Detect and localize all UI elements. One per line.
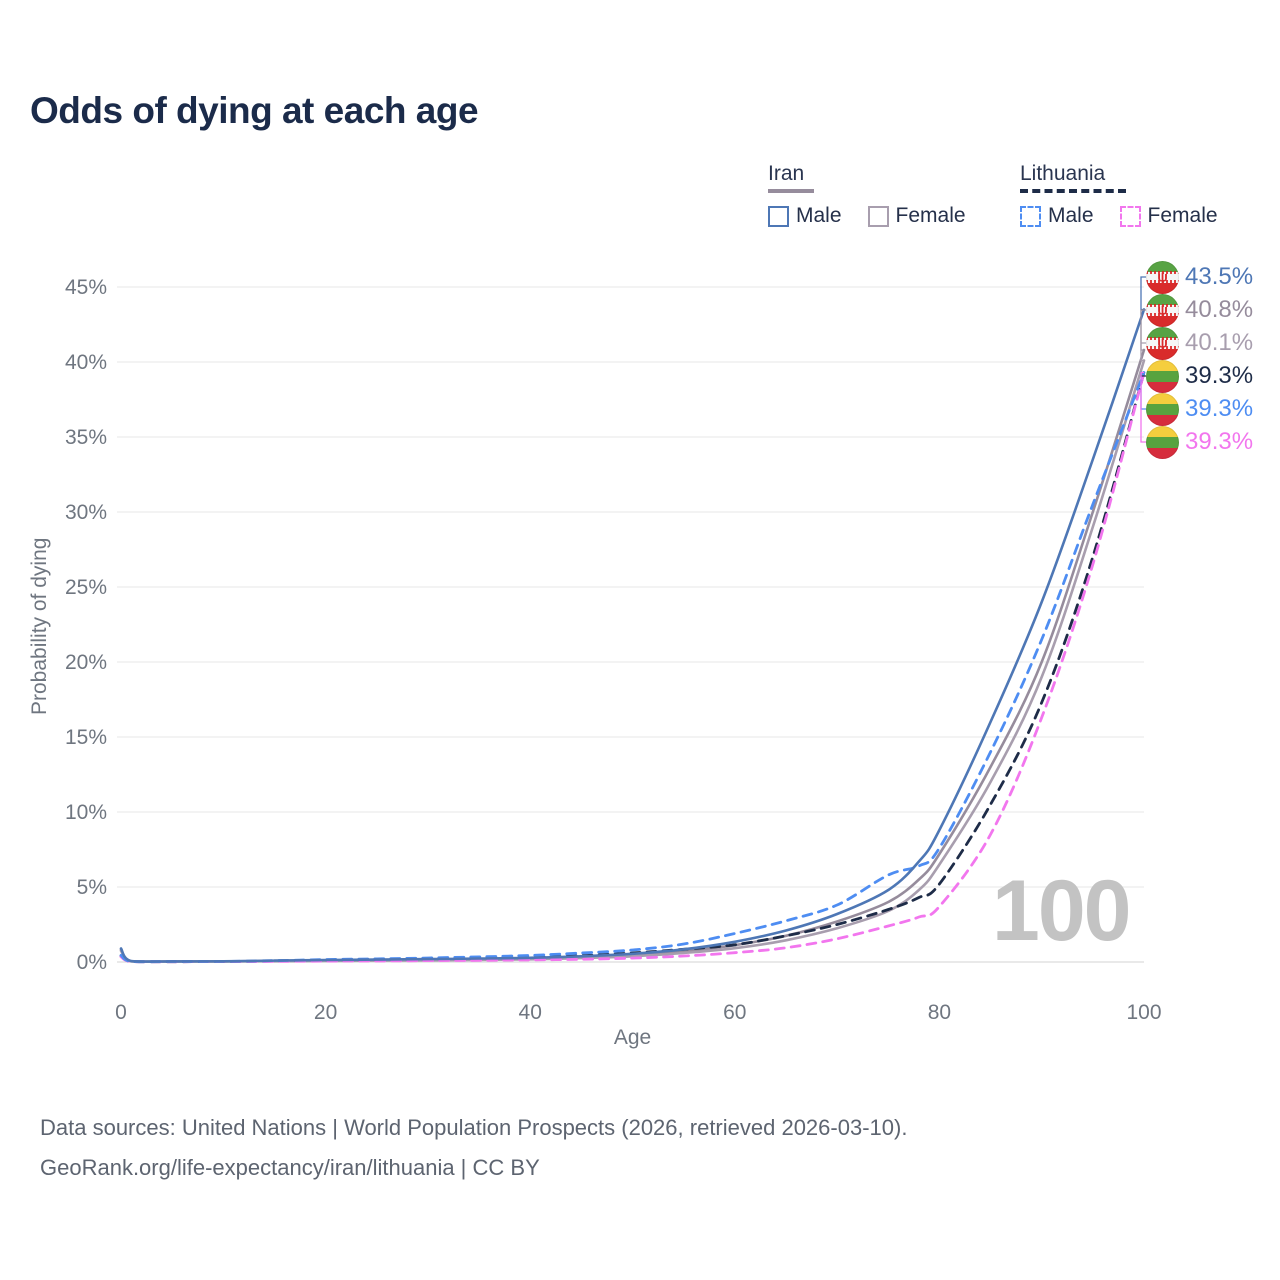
lithuania-male-swatch[interactable]	[1020, 205, 1041, 227]
iran-both-line-swatch	[768, 189, 814, 193]
x-tick-0: 0	[115, 1001, 127, 1024]
source-line-2[interactable]: GeoRank.org/life-expectancy/iran/lithuan…	[40, 1155, 540, 1180]
y-tick-25: 25%	[65, 576, 107, 599]
legend-country-lithuania[interactable]: Lithuania	[1020, 162, 1244, 193]
leader-line-lithuania-female	[1140, 371, 1146, 443]
leader-line-iran-female	[1140, 342, 1146, 362]
lithuania-female-label[interactable]: Female	[1147, 204, 1218, 227]
iran-female-swatch[interactable]	[867, 205, 889, 227]
y-tick-45: 45%	[65, 276, 107, 299]
lithuania-flag-icon	[1146, 425, 1179, 459]
end-label-lithuania-female: 39.3%	[1146, 425, 1253, 459]
end-value: 40.8%	[1185, 296, 1254, 323]
series-line-iran-male[interactable]	[119, 308, 1146, 963]
y-tick-15: 15%	[65, 726, 107, 749]
leader-line-iran-both-sexes	[1140, 309, 1146, 351]
y-tick-35: 35%	[65, 426, 107, 449]
iran-male-label[interactable]: Male	[796, 204, 842, 227]
lithuania-flag-icon	[1146, 392, 1179, 426]
end-label-lithuania-male: 39.3%	[1146, 392, 1253, 426]
y-tick-0: 0%	[77, 951, 107, 974]
end-value: 43.5%	[1185, 263, 1254, 290]
end-label-iran-female: ψ 40.1%	[1146, 326, 1253, 360]
x-tick-40: 40	[519, 1001, 542, 1024]
lithuania-female-swatch[interactable]	[1119, 205, 1141, 227]
y-tick-20: 20%	[65, 651, 107, 674]
iran-flag-icon: ψ	[1146, 293, 1179, 327]
source-footer: Data sources: United Nations | World Pop…	[40, 1108, 907, 1188]
end-value: 39.3%	[1185, 428, 1254, 455]
legend-country-iran-label: Iran	[768, 162, 805, 185]
end-value: 39.3%	[1185, 395, 1254, 422]
y-tick-40: 40%	[65, 351, 107, 374]
x-tick-60: 60	[723, 1001, 746, 1024]
legend-group-iran: Iran Male Female	[768, 162, 992, 228]
end-label-iran-both-sexes: ψ 40.8%	[1146, 293, 1253, 327]
source-line-1: Data sources: United Nations | World Pop…	[40, 1115, 908, 1140]
series-line-iran-female[interactable]	[119, 359, 1146, 963]
series-line-lithuania-male[interactable]	[119, 371, 1146, 964]
legend-country-iran[interactable]: Iran	[768, 162, 992, 193]
lithuania-flag-icon	[1146, 359, 1179, 393]
iran-male-swatch[interactable]	[768, 205, 789, 227]
legend-group-lithuania: Lithuania Male Female	[1020, 162, 1244, 228]
iran-female-label[interactable]: Female	[895, 204, 966, 227]
end-value: 39.3%	[1185, 362, 1254, 389]
x-tick-80: 80	[928, 1001, 951, 1024]
x-axis-title: Age	[613, 1026, 652, 1049]
legend-country-lithuania-label: Lithuania	[1020, 162, 1106, 185]
series-line-iran-both-sexes[interactable]	[119, 348, 1146, 963]
x-tick-20: 20	[314, 1001, 337, 1024]
lithuania-male-label[interactable]: Male	[1048, 204, 1094, 227]
lithuania-both-line-swatch	[1020, 189, 1126, 193]
series-line-lithuania-female[interactable]	[119, 371, 1146, 964]
y-tick-5: 5%	[77, 876, 107, 899]
end-label-iran-male: ψ 43.5%	[1146, 260, 1253, 294]
y-axis-title: Probability of dying	[28, 537, 51, 715]
series-line-lithuania-both-sexes[interactable]	[119, 371, 1146, 964]
page-title: Odds of dying at each age	[30, 90, 479, 131]
y-tick-30: 30%	[65, 501, 107, 524]
end-label-lithuania-both-sexes: 39.3%	[1146, 359, 1253, 393]
x-tick-100: 100	[1126, 1001, 1161, 1024]
y-tick-10: 10%	[65, 801, 107, 824]
end-value: 40.1%	[1185, 329, 1254, 356]
hover-age-watermark: 100	[992, 863, 1131, 959]
iran-flag-icon: ψ	[1146, 260, 1179, 294]
iran-flag-icon: ψ	[1146, 326, 1179, 360]
